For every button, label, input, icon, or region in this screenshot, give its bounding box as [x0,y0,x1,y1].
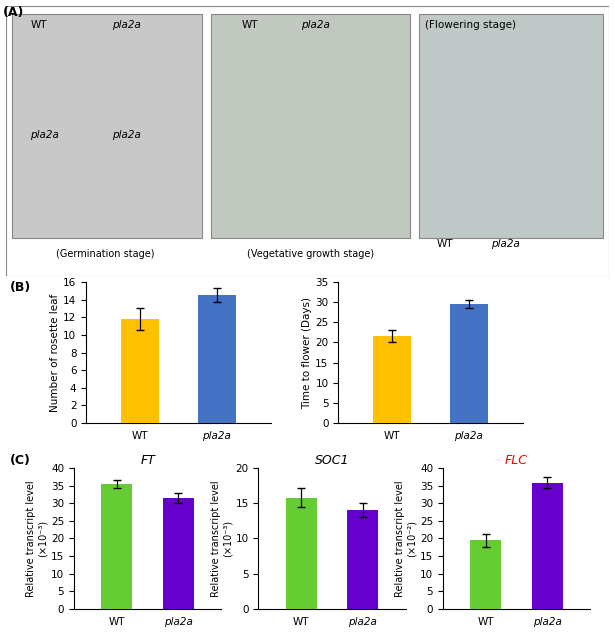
Text: WT: WT [293,617,309,627]
Text: pla2a: pla2a [301,20,330,30]
Text: pla2a: pla2a [112,130,140,140]
Text: pla2a: pla2a [112,20,140,30]
Bar [532,483,563,609]
Text: WT: WT [384,431,400,441]
Y-axis label: Number of rosette leaf: Number of rosette leaf [50,294,60,412]
Bar [347,510,378,609]
Text: (A): (A) [3,6,25,19]
Text: (Flowering stage): (Flowering stage) [425,20,516,30]
Bar [286,497,317,609]
Text: WT: WT [132,431,148,441]
Y-axis label: Relative transcript level
(×10⁻³): Relative transcript level (×10⁻³) [211,480,232,597]
Text: WT: WT [478,617,494,627]
Text: WT: WT [437,238,454,249]
Bar [163,498,194,609]
Text: (C): (C) [10,454,31,467]
Text: pla2a: pla2a [202,431,231,441]
Text: (B): (B) [10,281,31,294]
Text: WT: WT [241,20,258,30]
Text: (Germination stage): (Germination stage) [57,249,155,260]
Y-axis label: Time to flower (Days): Time to flower (Days) [303,297,312,408]
Y-axis label: Relative transcript level
(×10⁻³): Relative transcript level (×10⁻³) [26,480,48,597]
Bar [470,540,501,609]
Bar [101,484,132,609]
Bar [373,337,411,423]
Title: FT: FT [140,454,155,467]
FancyBboxPatch shape [419,15,603,238]
Y-axis label: Relative transcript level
(×10⁻²): Relative transcript level (×10⁻²) [395,480,417,597]
Bar [121,319,159,423]
Text: pla2a: pla2a [533,617,561,627]
Bar [450,304,488,423]
Text: WT: WT [109,617,125,627]
Text: (Vegetative growth stage): (Vegetative growth stage) [247,249,374,260]
FancyBboxPatch shape [6,6,609,276]
Text: pla2a: pla2a [164,617,192,627]
Title: SOC1: SOC1 [315,454,349,467]
Title: FLC: FLC [505,454,528,467]
Text: pla2a: pla2a [454,431,483,441]
Text: pla2a: pla2a [30,130,59,140]
Text: pla2a: pla2a [349,617,377,627]
Text: WT: WT [30,20,47,30]
FancyBboxPatch shape [211,15,410,238]
Text: pla2a: pla2a [491,238,520,249]
FancyBboxPatch shape [12,15,202,238]
Bar [197,296,236,423]
